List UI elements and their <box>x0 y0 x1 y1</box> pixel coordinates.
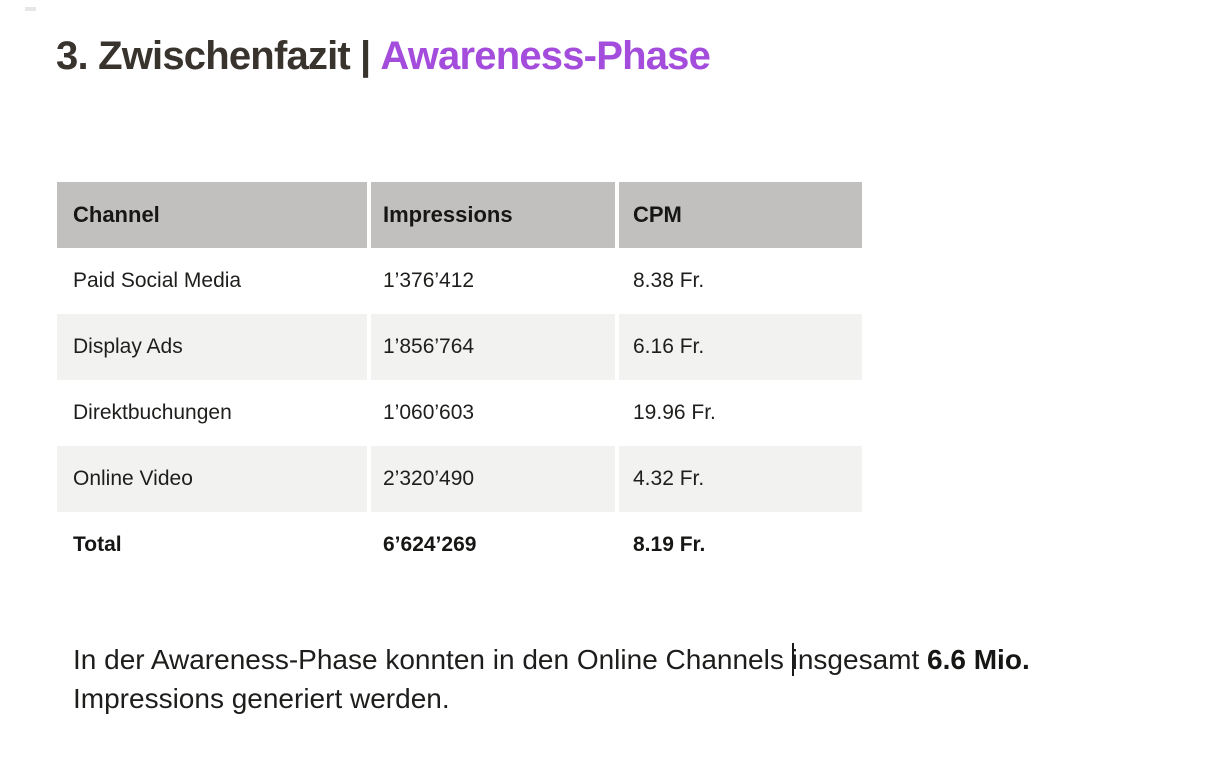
header-channel[interactable]: Channel <box>57 182 367 248</box>
row-channel[interactable]: Online Video <box>57 446 367 512</box>
title-separator: | <box>359 34 371 78</box>
header-impressions[interactable]: Impressions <box>371 182 615 248</box>
total-cpm[interactable]: 8.19 Fr. <box>633 533 706 556</box>
text-cursor <box>791 643 794 676</box>
row-channel[interactable]: Direktbuchungen <box>73 401 232 424</box>
title-prefix: 3. Zwischenfazit <box>56 34 351 78</box>
row-channel[interactable]: Display Ads <box>57 314 367 380</box>
table-header-row: Channel Impressions CPM <box>57 182 862 248</box>
slide-title[interactable]: 3. Zwischenfazit | Awareness-Phase <box>56 34 711 79</box>
row-cpm[interactable]: 8.38 Fr. <box>633 269 705 292</box>
row-cpm[interactable]: 6.16 Fr. <box>619 314 862 380</box>
row-cpm[interactable]: 4.32 Fr. <box>619 446 862 512</box>
row-impressions[interactable]: 1’856’764 <box>371 314 615 380</box>
row-impressions[interactable]: 1’060’603 <box>383 401 475 424</box>
table-row: Online Video 2’320’490 4.32 Fr. <box>57 446 862 512</box>
row-channel[interactable]: Paid Social Media <box>73 269 242 292</box>
row-impressions[interactable]: 1’376’412 <box>383 269 475 292</box>
summary-text-before-caret: In der Awareness-Phase konnten in den On… <box>73 644 792 675</box>
screen-artifact-mark <box>25 7 36 11</box>
total-label[interactable]: Total <box>73 533 122 556</box>
table-total-row: Total 6’624’269 8.19 Fr. <box>57 512 862 578</box>
table-row: Direktbuchungen 1’060’603 19.96 Fr. <box>57 380 862 446</box>
title-highlight: Awareness-Phase <box>380 34 711 78</box>
summary-text-line2: Impressions generiert werden. <box>73 683 450 714</box>
total-impressions[interactable]: 6’624’269 <box>383 533 477 556</box>
header-cpm[interactable]: CPM <box>619 182 862 248</box>
kpi-table: Channel Impressions CPM Paid Social Medi… <box>57 182 862 578</box>
summary-bold-value: 6.6 Mio. <box>927 644 1030 675</box>
table-row: Display Ads 1’856’764 6.16 Fr. <box>57 314 862 380</box>
row-impressions[interactable]: 2’320’490 <box>371 446 615 512</box>
row-cpm[interactable]: 19.96 Fr. <box>633 401 716 424</box>
summary-paragraph[interactable]: In der Awareness-Phase konnten in den On… <box>73 640 1163 718</box>
summary-text-after-caret: insgesamt <box>791 644 928 675</box>
table-row: Paid Social Media 1’376’412 8.38 Fr. <box>57 248 862 314</box>
